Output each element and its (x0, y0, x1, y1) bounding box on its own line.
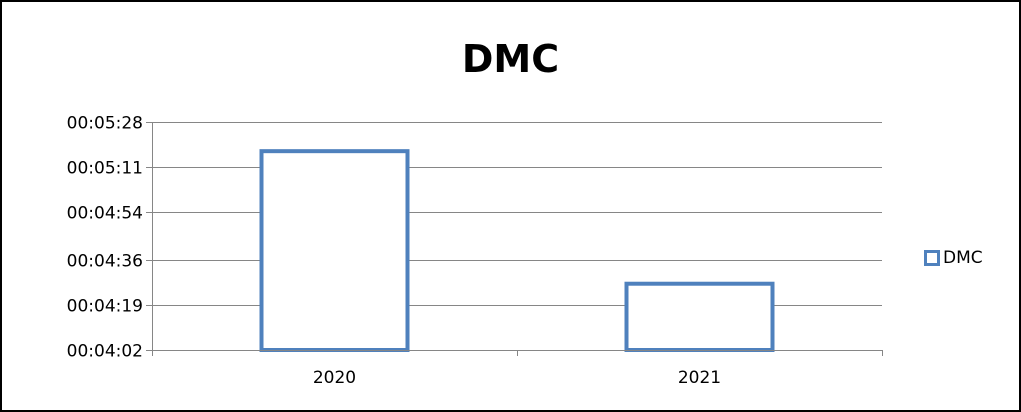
y-tick-label: 00:04:19 (67, 297, 143, 317)
tick-labels: 00:04:02 00:04:19 00:04:36 00:04:54 00:05:11… (67, 114, 721, 389)
axes (152, 122, 883, 356)
bar-2020 (259, 149, 410, 352)
legend-label-dmc: DMC (943, 248, 983, 268)
y-tick-label: 00:04:36 (67, 252, 143, 272)
legend: DMC (924, 247, 983, 269)
legend-swatch-dmc (924, 250, 940, 266)
x-tick-label: 2020 (313, 368, 356, 388)
bars (259, 149, 775, 352)
x-tick-label: 2021 (678, 368, 721, 388)
y-tick-label: 00:05:28 (67, 114, 143, 134)
chart-title: DMC (461, 37, 560, 81)
y-tick-label: 00:04:02 (67, 342, 143, 362)
y-tick-label: 00:05:11 (67, 159, 143, 179)
y-tick-label: 00:04:54 (67, 204, 143, 224)
bar-2021 (624, 281, 775, 352)
